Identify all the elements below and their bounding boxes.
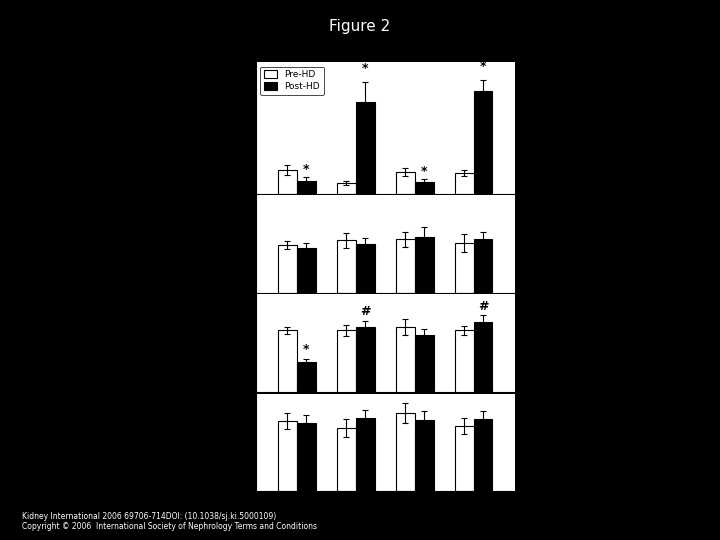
Bar: [455, 426, 474, 491]
Y-axis label: Cxalate (μmol/l): Cxalate (μmol/l): [220, 401, 230, 484]
Text: *: *: [303, 343, 310, 356]
Bar: [337, 240, 356, 293]
Bar: [415, 420, 433, 491]
Bar: [474, 419, 492, 491]
Bar: [396, 327, 415, 457]
Bar: [278, 330, 297, 457]
Text: *: *: [303, 163, 310, 176]
Text: Figure 2: Figure 2: [329, 19, 391, 34]
Bar: [474, 239, 492, 293]
Bar: [415, 335, 433, 457]
Bar: [356, 418, 374, 491]
Bar: [356, 102, 374, 194]
Bar: [278, 421, 297, 491]
Bar: [337, 183, 356, 194]
Bar: [297, 181, 315, 194]
Bar: [297, 423, 315, 491]
Text: #: #: [478, 300, 488, 313]
Bar: [278, 170, 297, 194]
Bar: [396, 239, 415, 293]
Bar: [337, 330, 356, 457]
Bar: [396, 413, 415, 491]
Y-axis label: VC (μg/ml): VC (μg/ml): [220, 100, 230, 156]
Bar: [337, 428, 356, 491]
Text: *: *: [480, 60, 486, 73]
Bar: [455, 243, 474, 293]
Text: Copyright © 2006  International Society of Nephrology Terms and Conditions: Copyright © 2006 International Society o…: [22, 522, 317, 531]
Bar: [415, 181, 433, 194]
Text: *: *: [362, 62, 369, 75]
Text: Kidney International 2006 69706-714DOI: (10.1038/sj.ki.5000109): Kidney International 2006 69706-714DOI: …: [22, 512, 276, 521]
Legend: Pre-HD, Post-HD: Pre-HD, Post-HD: [260, 66, 324, 94]
Bar: [278, 245, 297, 293]
Bar: [474, 91, 492, 194]
Y-axis label: VE (μg/ml): VE (μg/ml): [220, 217, 230, 272]
Text: #: #: [360, 305, 370, 318]
Bar: [297, 248, 315, 293]
Bar: [356, 327, 374, 457]
Y-axis label: TAS (mmol/l): TAS (mmol/l): [217, 310, 227, 376]
Bar: [356, 244, 374, 293]
Bar: [474, 322, 492, 457]
Bar: [455, 173, 474, 194]
Bar: [415, 237, 433, 293]
Text: *: *: [420, 165, 428, 178]
Bar: [396, 172, 415, 194]
Bar: [455, 330, 474, 457]
Bar: [297, 362, 315, 457]
